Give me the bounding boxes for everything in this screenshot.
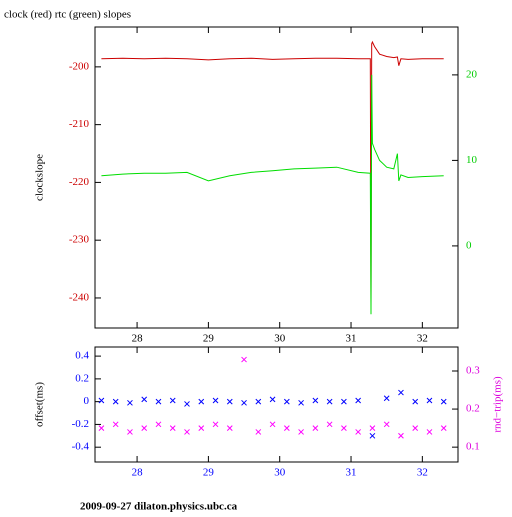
point (326, 398, 333, 405)
point (398, 389, 404, 396)
point (198, 425, 205, 431)
y-tick-label: -200 (69, 60, 90, 72)
y-axis-label: offset(ms) (34, 382, 46, 427)
point (226, 425, 233, 431)
line (101, 74, 444, 315)
y-tick-label: -220 (69, 176, 90, 188)
point (169, 397, 176, 404)
point (369, 425, 376, 431)
y-tick-label: 0.4 (75, 350, 89, 362)
y2-tick-label: 20 (466, 68, 478, 80)
point (412, 398, 419, 405)
point (312, 397, 319, 404)
point (184, 429, 190, 435)
point (440, 425, 447, 431)
y-tick-label: -210 (69, 118, 90, 130)
point (255, 398, 262, 405)
point (198, 398, 205, 405)
point (98, 397, 105, 404)
point (426, 397, 433, 404)
x-tick-label: 32 (417, 467, 428, 479)
footer: 2009-09-27 dilaton.physics.ubc.ca (80, 501, 238, 512)
point (369, 432, 376, 439)
plot-frame (94, 26, 459, 329)
point (341, 425, 347, 431)
point (127, 429, 133, 435)
point (155, 398, 162, 405)
x-tick-label: 32 (417, 333, 428, 345)
x-tick-label: 31 (346, 467, 357, 479)
point (312, 425, 319, 431)
x-tick-label: 30 (274, 467, 286, 479)
point (184, 401, 190, 407)
x-tick-label: 30 (274, 333, 286, 345)
y2-tick-label: 0.1 (466, 441, 480, 453)
x-tick-label: 28 (132, 467, 144, 479)
y-tick-label: 0.2 (75, 372, 89, 384)
y2-tick-label: 0.2 (466, 403, 480, 415)
y-tick-label: -240 (69, 291, 90, 303)
point (169, 425, 176, 431)
point (112, 421, 119, 428)
point (326, 421, 333, 428)
point (355, 429, 362, 435)
point (127, 399, 133, 406)
x-tick-label: 29 (203, 467, 215, 479)
x-tick-label: 28 (132, 333, 144, 345)
point (383, 421, 390, 428)
point (212, 397, 219, 404)
point (341, 398, 347, 405)
point (426, 429, 433, 435)
point (155, 421, 162, 428)
point (412, 425, 419, 431)
point (283, 398, 290, 405)
line (101, 40, 444, 304)
y2-tick-label: 0.3 (466, 365, 480, 377)
point (141, 425, 148, 431)
y-axis-label: clockslope (34, 154, 46, 201)
point (112, 398, 119, 405)
y-tick-label: -0.2 (72, 418, 89, 430)
y-tick-label: -0.4 (72, 441, 90, 453)
point (283, 425, 290, 431)
point (383, 395, 390, 402)
point (298, 399, 304, 406)
point (298, 429, 304, 435)
point (226, 398, 233, 405)
point (212, 421, 219, 428)
point (241, 356, 247, 363)
chart-title: clock (red) rtc (green) slopes (4, 9, 131, 21)
y2-axis-label: rnd−trip(ms) (492, 376, 504, 433)
point (440, 398, 447, 405)
point (355, 397, 362, 404)
point (141, 396, 148, 403)
plot-frame (94, 346, 459, 463)
point (98, 425, 105, 431)
x-tick-label: 31 (346, 333, 357, 345)
point (255, 429, 262, 435)
x-tick-label: 29 (203, 333, 215, 345)
y-tick-label: -230 (69, 234, 90, 246)
point (269, 421, 276, 428)
point (241, 399, 247, 406)
y2-tick-label: 0 (466, 239, 472, 251)
y-tick-label: 0 (84, 395, 90, 407)
point (269, 396, 276, 403)
point (398, 432, 404, 439)
y2-tick-label: 10 (466, 154, 478, 166)
